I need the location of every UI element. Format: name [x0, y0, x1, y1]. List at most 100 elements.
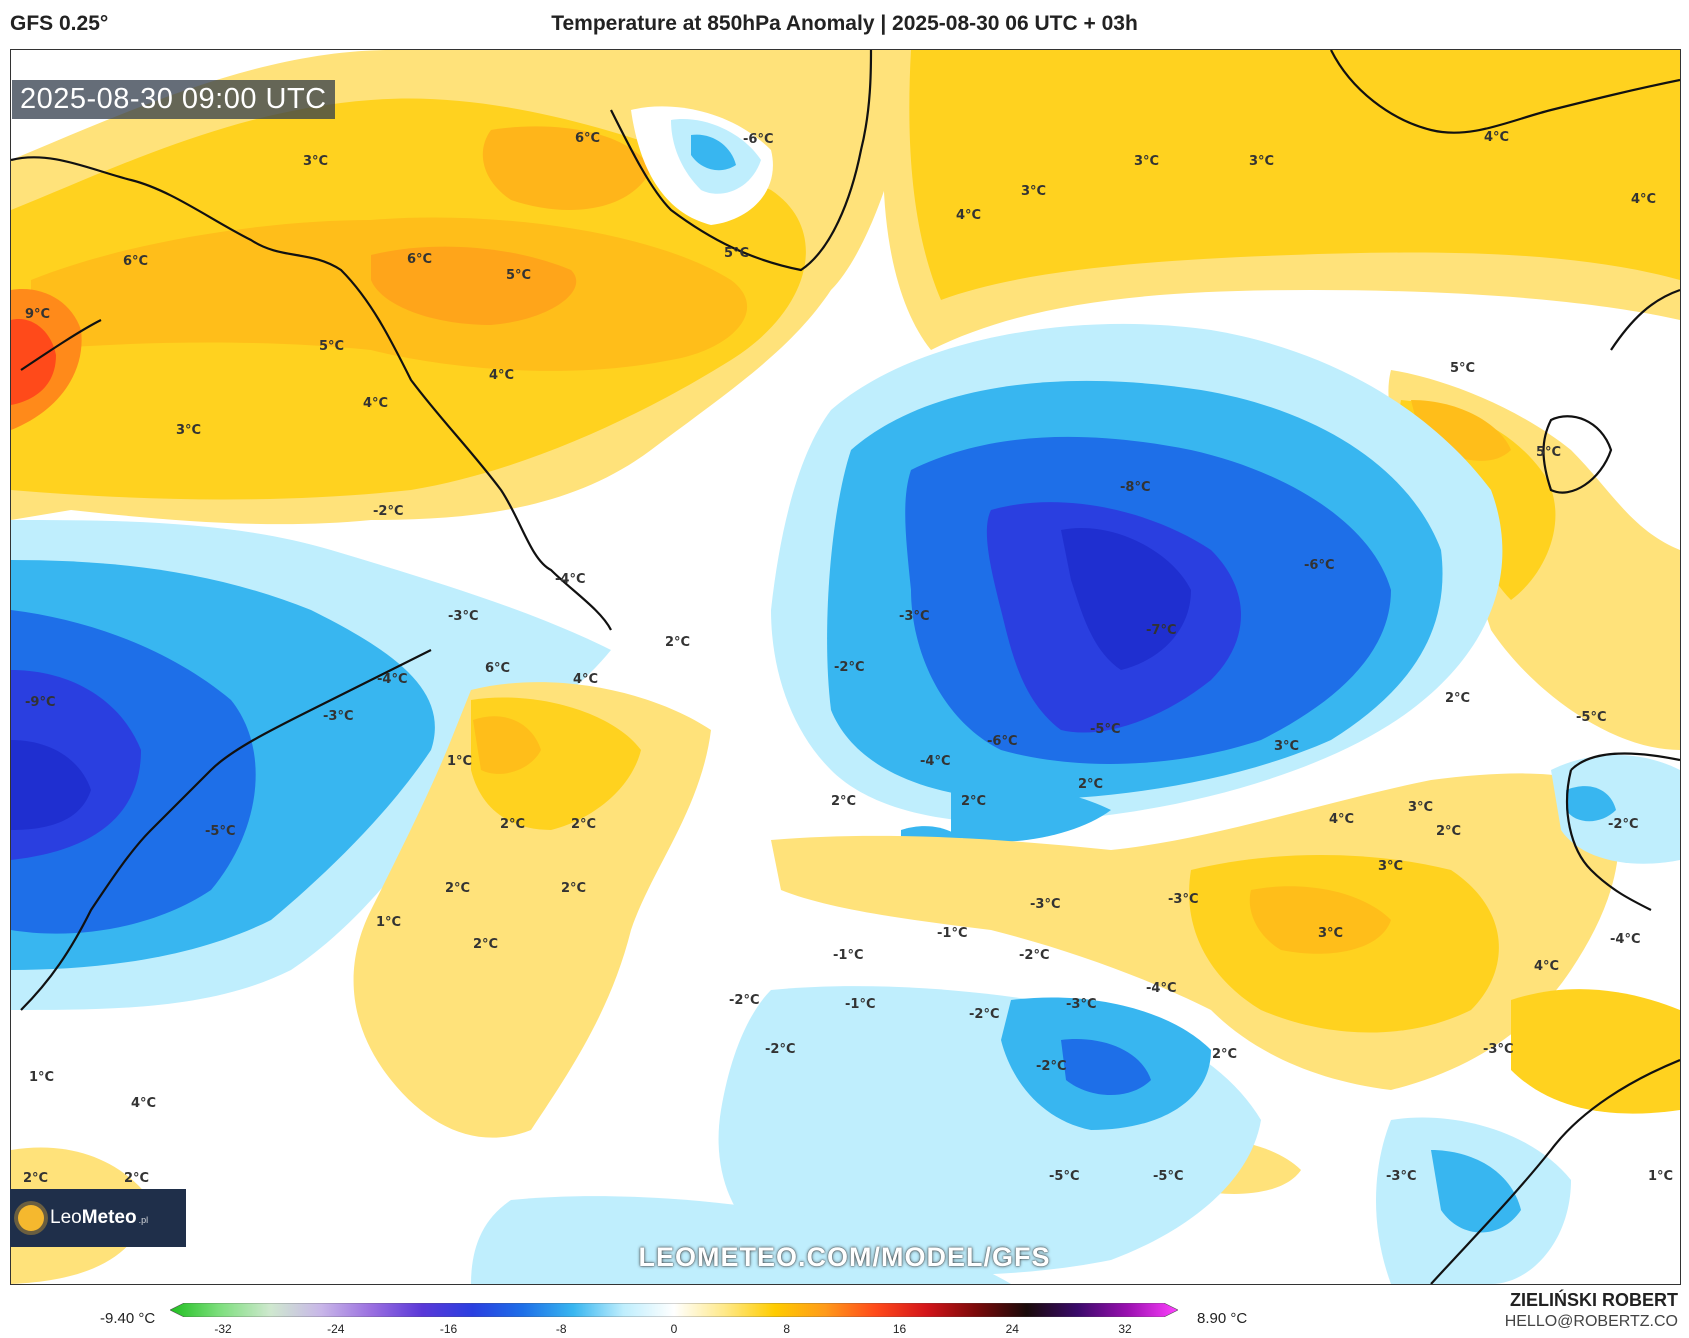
anomaly-map[interactable]: 3°C 6°C -6°C 3°C 3°C 3°C 4°C 4°C 4°C 6°C…: [10, 49, 1681, 1285]
map-label: 2°C: [831, 794, 856, 809]
map-label: -2°C: [373, 504, 403, 519]
map-label: -2°C: [1608, 817, 1638, 832]
map-label: -9°C: [25, 695, 55, 710]
map-label: 2°C: [665, 635, 690, 650]
map-label: 2°C: [1445, 691, 1470, 706]
map-label: -2°C: [1019, 948, 1049, 963]
map-label: -2°C: [1036, 1059, 1066, 1074]
map-label: 2°C: [1436, 824, 1461, 839]
valid-time-badge: 2025-08-30 09:00 UTC: [12, 80, 335, 119]
colorbar-tick-label: -32: [214, 1322, 232, 1336]
map-labels: 3°C 6°C -6°C 3°C 3°C 3°C 4°C 4°C 4°C 6°C…: [23, 130, 1673, 1186]
map-label: -3°C: [1066, 997, 1096, 1012]
map-label: 3°C: [1274, 739, 1299, 754]
map-label: -2°C: [729, 993, 759, 1008]
map-label: -1°C: [937, 926, 967, 941]
colorbar-tick-label: -8: [555, 1322, 567, 1336]
map-label: 4°C: [573, 672, 598, 687]
map-label: 1°C: [1648, 1169, 1673, 1184]
map-label: -8°C: [1120, 480, 1150, 495]
map-label: -5°C: [1153, 1169, 1183, 1184]
map-label: 3°C: [176, 423, 201, 438]
map-label: 6°C: [485, 661, 510, 676]
map-label: -6°C: [987, 734, 1017, 749]
map-label: 4°C: [1484, 130, 1509, 145]
map-label: -4°C: [377, 672, 407, 687]
cold-anomaly-west: [11, 520, 611, 1010]
map-label: -1°C: [845, 997, 875, 1012]
map-label: 2°C: [473, 937, 498, 952]
model-name: GFS 0.25°: [10, 12, 109, 35]
map-label: 2°C: [500, 817, 525, 832]
map-label: -6°C: [1304, 558, 1334, 573]
colorbar-tick-label: 16: [892, 1322, 907, 1336]
map-label: 3°C: [1378, 859, 1403, 874]
colorbar-tick-label: 24: [1005, 1322, 1019, 1336]
map-label: 2°C: [961, 794, 986, 809]
map-label: -2°C: [969, 1007, 999, 1022]
warm-anomaly-north: [11, 50, 1680, 750]
map-label: -4°C: [1146, 981, 1176, 996]
colorbar-tick-label: 0: [670, 1322, 678, 1336]
map-label: 5°C: [724, 246, 749, 261]
map-label: -5°C: [1576, 710, 1606, 725]
map-label: 3°C: [1249, 154, 1274, 169]
map-label: 3°C: [1134, 154, 1159, 169]
author-name: ZIELIŃSKI ROBERT: [1509, 1290, 1678, 1310]
colorbar: [170, 1303, 1178, 1317]
map-label: 2°C: [124, 1171, 149, 1186]
colorbar-tick-label: -16: [439, 1322, 458, 1336]
map-label: 1°C: [376, 915, 401, 930]
colorbar-max-label: 8.90 °C: [1197, 1310, 1248, 1327]
map-label: -1°C: [833, 948, 863, 963]
map-label: 2°C: [445, 881, 470, 896]
map-label: -3°C: [448, 609, 478, 624]
map-label: 6°C: [123, 254, 148, 269]
map-label: 4°C: [489, 368, 514, 383]
map-label: 3°C: [1318, 926, 1343, 941]
map-title: Temperature at 850hPa Anomaly | 2025-08-…: [551, 12, 1138, 35]
map-canvas: 3°C 6°C -6°C 3°C 3°C 3°C 4°C 4°C 4°C 6°C…: [11, 50, 1680, 1284]
cold-anomaly-south: [471, 755, 1680, 1284]
map-label: -5°C: [205, 824, 235, 839]
map-label: 1°C: [447, 754, 472, 769]
map-label: 4°C: [1329, 812, 1354, 827]
map-label: -4°C: [555, 572, 585, 587]
sun-icon: [18, 1205, 44, 1231]
map-label: 5°C: [1536, 445, 1561, 460]
colorbar-tick-label: 8: [783, 1322, 791, 1336]
map-label: 2°C: [1212, 1047, 1237, 1062]
map-label: 4°C: [956, 208, 981, 223]
map-label: -6°C: [743, 132, 773, 147]
map-label: -3°C: [323, 709, 353, 724]
map-label: 9°C: [25, 307, 50, 322]
colorbar-tick-label: -24: [327, 1322, 345, 1336]
map-label: -3°C: [1030, 897, 1060, 912]
map-label: -4°C: [920, 754, 950, 769]
map-label: -4°C: [1610, 932, 1640, 947]
map-label: 1°C: [29, 1070, 54, 1085]
map-label: 5°C: [1450, 361, 1475, 376]
map-label: 3°C: [303, 154, 328, 169]
map-label: -3°C: [1168, 892, 1198, 907]
logo-text: LeoMeteo .pl: [50, 1207, 149, 1228]
map-label: -5°C: [1090, 722, 1120, 737]
map-label: -5°C: [1049, 1169, 1079, 1184]
author-email[interactable]: HELLO@ROBERTZ.CO: [1504, 1313, 1678, 1330]
colorbar-tick-label: 32: [1118, 1322, 1132, 1336]
map-label: 4°C: [363, 396, 388, 411]
map-label: -3°C: [1483, 1042, 1513, 1057]
cold-anomaly-central: [771, 323, 1503, 862]
map-label: -3°C: [899, 609, 929, 624]
map-label: -2°C: [765, 1042, 795, 1057]
map-label: 2°C: [561, 881, 586, 896]
map-label: 3°C: [1021, 184, 1046, 199]
map-label: 2°C: [571, 817, 596, 832]
leometeo-logo[interactable]: LeoMeteo .pl: [10, 1189, 186, 1247]
map-label: 3°C: [1408, 800, 1433, 815]
map-label: 5°C: [506, 268, 531, 283]
watermark-url: LEOMETEO.COM/MODEL/GFS: [638, 1242, 1051, 1272]
map-label: 6°C: [407, 252, 432, 267]
map-label: 5°C: [319, 339, 344, 354]
colorbar-min-label: -9.40 °C: [100, 1310, 156, 1327]
